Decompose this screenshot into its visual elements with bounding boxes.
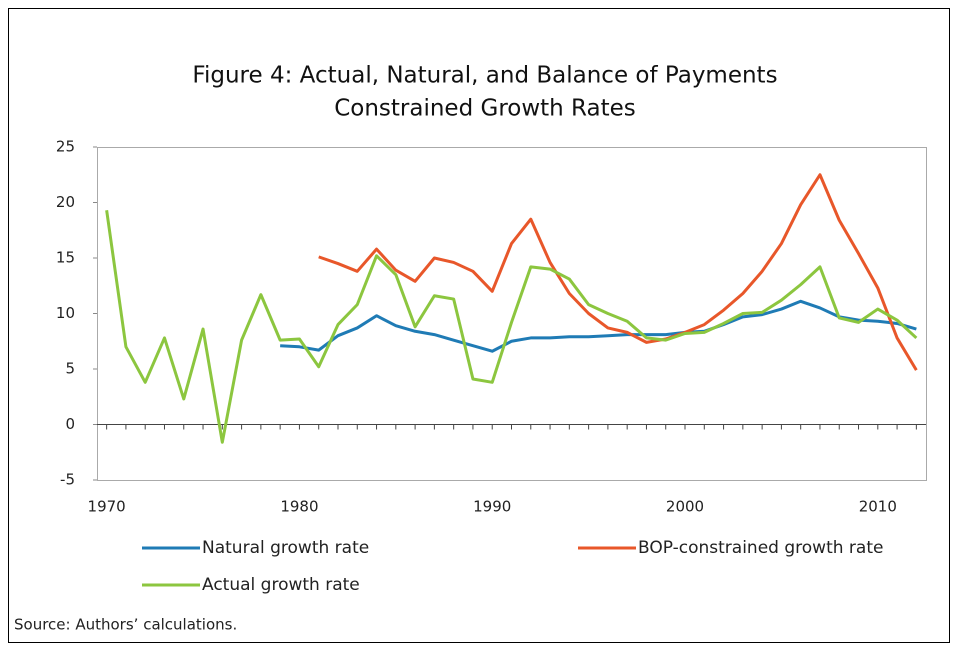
y-tick-label: 5 [65, 360, 75, 378]
series-line [318, 173, 918, 371]
y-tick-label: 0 [65, 415, 75, 433]
legend-label: BOP-constrained growth rate [638, 538, 883, 558]
x-tick-label: 1970 [88, 498, 126, 516]
y-tick-label: 15 [56, 249, 75, 267]
y-tick-label: 20 [56, 193, 75, 211]
y-tick-label: -5 [60, 471, 75, 489]
series-line [105, 210, 918, 444]
x-tick-label: 2000 [666, 498, 704, 516]
legend-label: Actual growth rate [202, 575, 360, 595]
legend-label: Natural growth rate [202, 538, 369, 558]
frame [8, 8, 950, 643]
y-tick-label: 25 [56, 138, 75, 156]
y-tick-label: 10 [56, 304, 75, 322]
x-tick-label: 2010 [859, 498, 897, 516]
series-line [280, 299, 917, 353]
x-tick-label: 1990 [473, 498, 511, 516]
chart-subtitle: Constrained Growth Rates [334, 96, 636, 122]
chart-title: Figure 4: Actual, Natural, and Balance o… [192, 63, 777, 89]
source-note: Source: Authors’ calculations. [14, 616, 237, 634]
x-tick-label: 1980 [280, 498, 318, 516]
plot-area [97, 147, 927, 481]
